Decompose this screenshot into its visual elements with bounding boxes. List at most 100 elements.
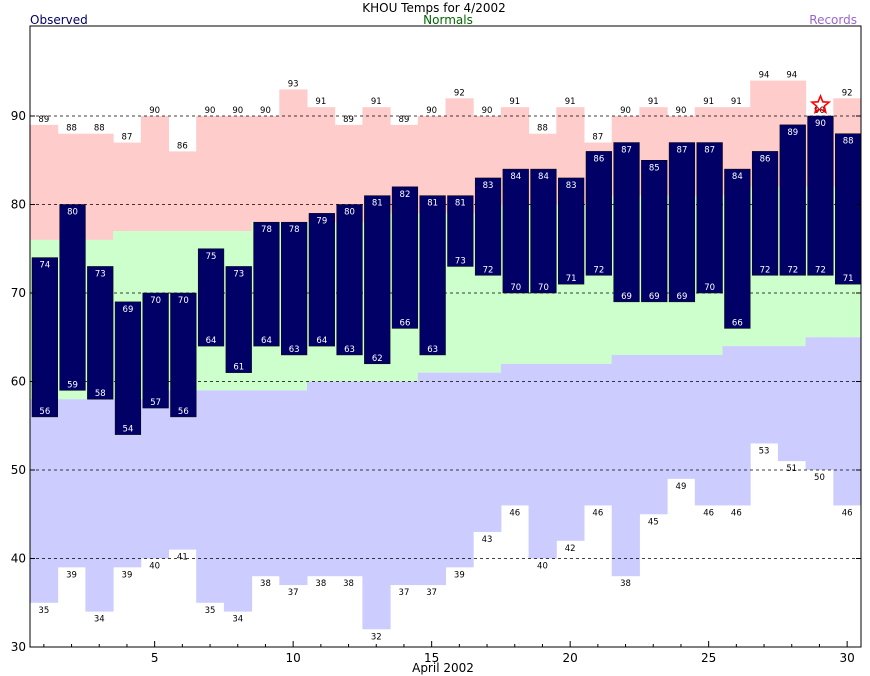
observed-high-label: 85	[649, 163, 660, 173]
observed-low-label: 72	[760, 265, 771, 275]
record-low-band	[140, 399, 169, 559]
record-high-label: 91	[315, 97, 326, 107]
observed-bar	[31, 257, 58, 418]
record-low-label: 32	[371, 632, 382, 642]
observed-low-label: 72	[787, 265, 798, 275]
record-high-label: 86	[177, 141, 188, 151]
observed-bar	[391, 186, 419, 329]
record-high-band	[30, 124, 59, 240]
observed-low-label: 70	[510, 283, 521, 293]
record-low-label: 39	[454, 570, 465, 580]
observed-low-label: 56	[178, 407, 189, 417]
observed-high-label: 70	[150, 296, 161, 306]
record-high-band	[223, 116, 253, 232]
record-low-band	[667, 354, 696, 479]
record-low-label: 37	[426, 588, 437, 598]
observed-bar	[474, 177, 502, 276]
observed-high-label: 84	[510, 172, 521, 182]
observed-high-label: 86	[593, 154, 604, 164]
record-high-label: 88	[94, 124, 105, 134]
record-high-label: 90	[149, 106, 160, 116]
record-low-band	[362, 381, 391, 630]
record-low-label: 38	[343, 579, 354, 589]
x-axis-label: April 2002	[412, 661, 474, 675]
record-high-band	[445, 98, 474, 214]
record-high-label: 90	[260, 106, 271, 116]
observed-bar	[502, 168, 529, 294]
observed-high-label: 83	[566, 181, 577, 191]
x-tick-label: 10	[286, 651, 301, 665]
observed-bar	[696, 142, 723, 294]
observed-high-label: 80	[344, 208, 355, 218]
observed-low-label: 72	[815, 265, 826, 275]
observed-high-label: 69	[123, 305, 134, 315]
record-high-label: 90	[676, 106, 687, 116]
observed-low-label: 59	[67, 380, 78, 390]
observed-bar	[281, 221, 308, 356]
record-low-label: 40	[149, 562, 160, 572]
observed-low-label: 63	[344, 345, 355, 355]
observed-bar	[558, 177, 585, 285]
observed-low-label: 73	[455, 256, 466, 266]
observed-low-label: 66	[732, 318, 743, 328]
record-high-label: 89	[399, 115, 410, 125]
record-low-label: 42	[565, 544, 576, 554]
record-low-band	[251, 390, 280, 577]
observed-high-label: 84	[538, 172, 549, 182]
record-low-label: 50	[814, 473, 825, 483]
observed-bar	[807, 115, 834, 276]
record-low-band	[390, 381, 419, 586]
record-low-label: 46	[842, 508, 853, 518]
record-low-band	[417, 372, 446, 586]
observed-bar	[87, 266, 114, 400]
observed-bar	[835, 133, 862, 285]
record-low-band	[611, 354, 640, 577]
record-low-band	[750, 346, 779, 444]
record-high-label: 89	[343, 115, 354, 125]
record-low-band	[722, 346, 751, 506]
record-high-band	[85, 133, 114, 240]
observed-high-label: 86	[760, 154, 771, 164]
observed-bar	[114, 301, 142, 435]
record-low-label: 51	[786, 464, 797, 474]
record-high-label: 91	[648, 97, 659, 107]
record-low-band	[805, 337, 834, 470]
observed-high-label: 78	[261, 225, 272, 235]
observed-low-label: 56	[39, 407, 50, 417]
y-tick-label: 70	[11, 286, 26, 300]
observed-high-label: 74	[39, 261, 50, 271]
observed-bar	[751, 151, 779, 276]
record-high-band	[279, 89, 308, 223]
plot-area: 8935745688398059883473588739695490407057…	[11, 25, 862, 665]
observed-high-label: 81	[372, 199, 383, 209]
record-low-label: 38	[260, 579, 271, 589]
observed-low-label: 61	[233, 363, 244, 373]
observed-bar	[419, 195, 446, 356]
observed-low-label: 64	[316, 336, 327, 346]
record-low-label: 40	[537, 562, 548, 572]
observed-bar	[641, 160, 668, 303]
record-high-label: 88	[537, 124, 548, 134]
y-tick-label: 60	[11, 375, 26, 389]
observed-bar	[530, 168, 557, 294]
record-high-label: 90	[482, 106, 493, 116]
record-low-band	[30, 399, 59, 603]
observed-high-label: 81	[427, 199, 438, 209]
record-low-label: 46	[592, 508, 603, 518]
record-low-label: 38	[620, 579, 631, 589]
observed-high-label: 87	[704, 146, 715, 156]
record-low-label: 35	[205, 606, 216, 616]
observed-high-label: 89	[787, 128, 798, 138]
x-tick-label: 25	[701, 651, 716, 665]
observed-low-label: 70	[538, 283, 549, 293]
chart-title: KHOU Temps for 4/2002	[362, 1, 506, 15]
record-low-band	[528, 363, 557, 559]
record-high-band	[140, 116, 169, 232]
observed-bar	[170, 292, 197, 418]
x-tick-label: 5	[151, 651, 159, 665]
observed-low-label: 66	[400, 318, 411, 328]
record-high-label: 91	[371, 97, 382, 107]
record-high-label: 94	[759, 71, 770, 81]
observed-high-label: 80	[67, 208, 78, 218]
